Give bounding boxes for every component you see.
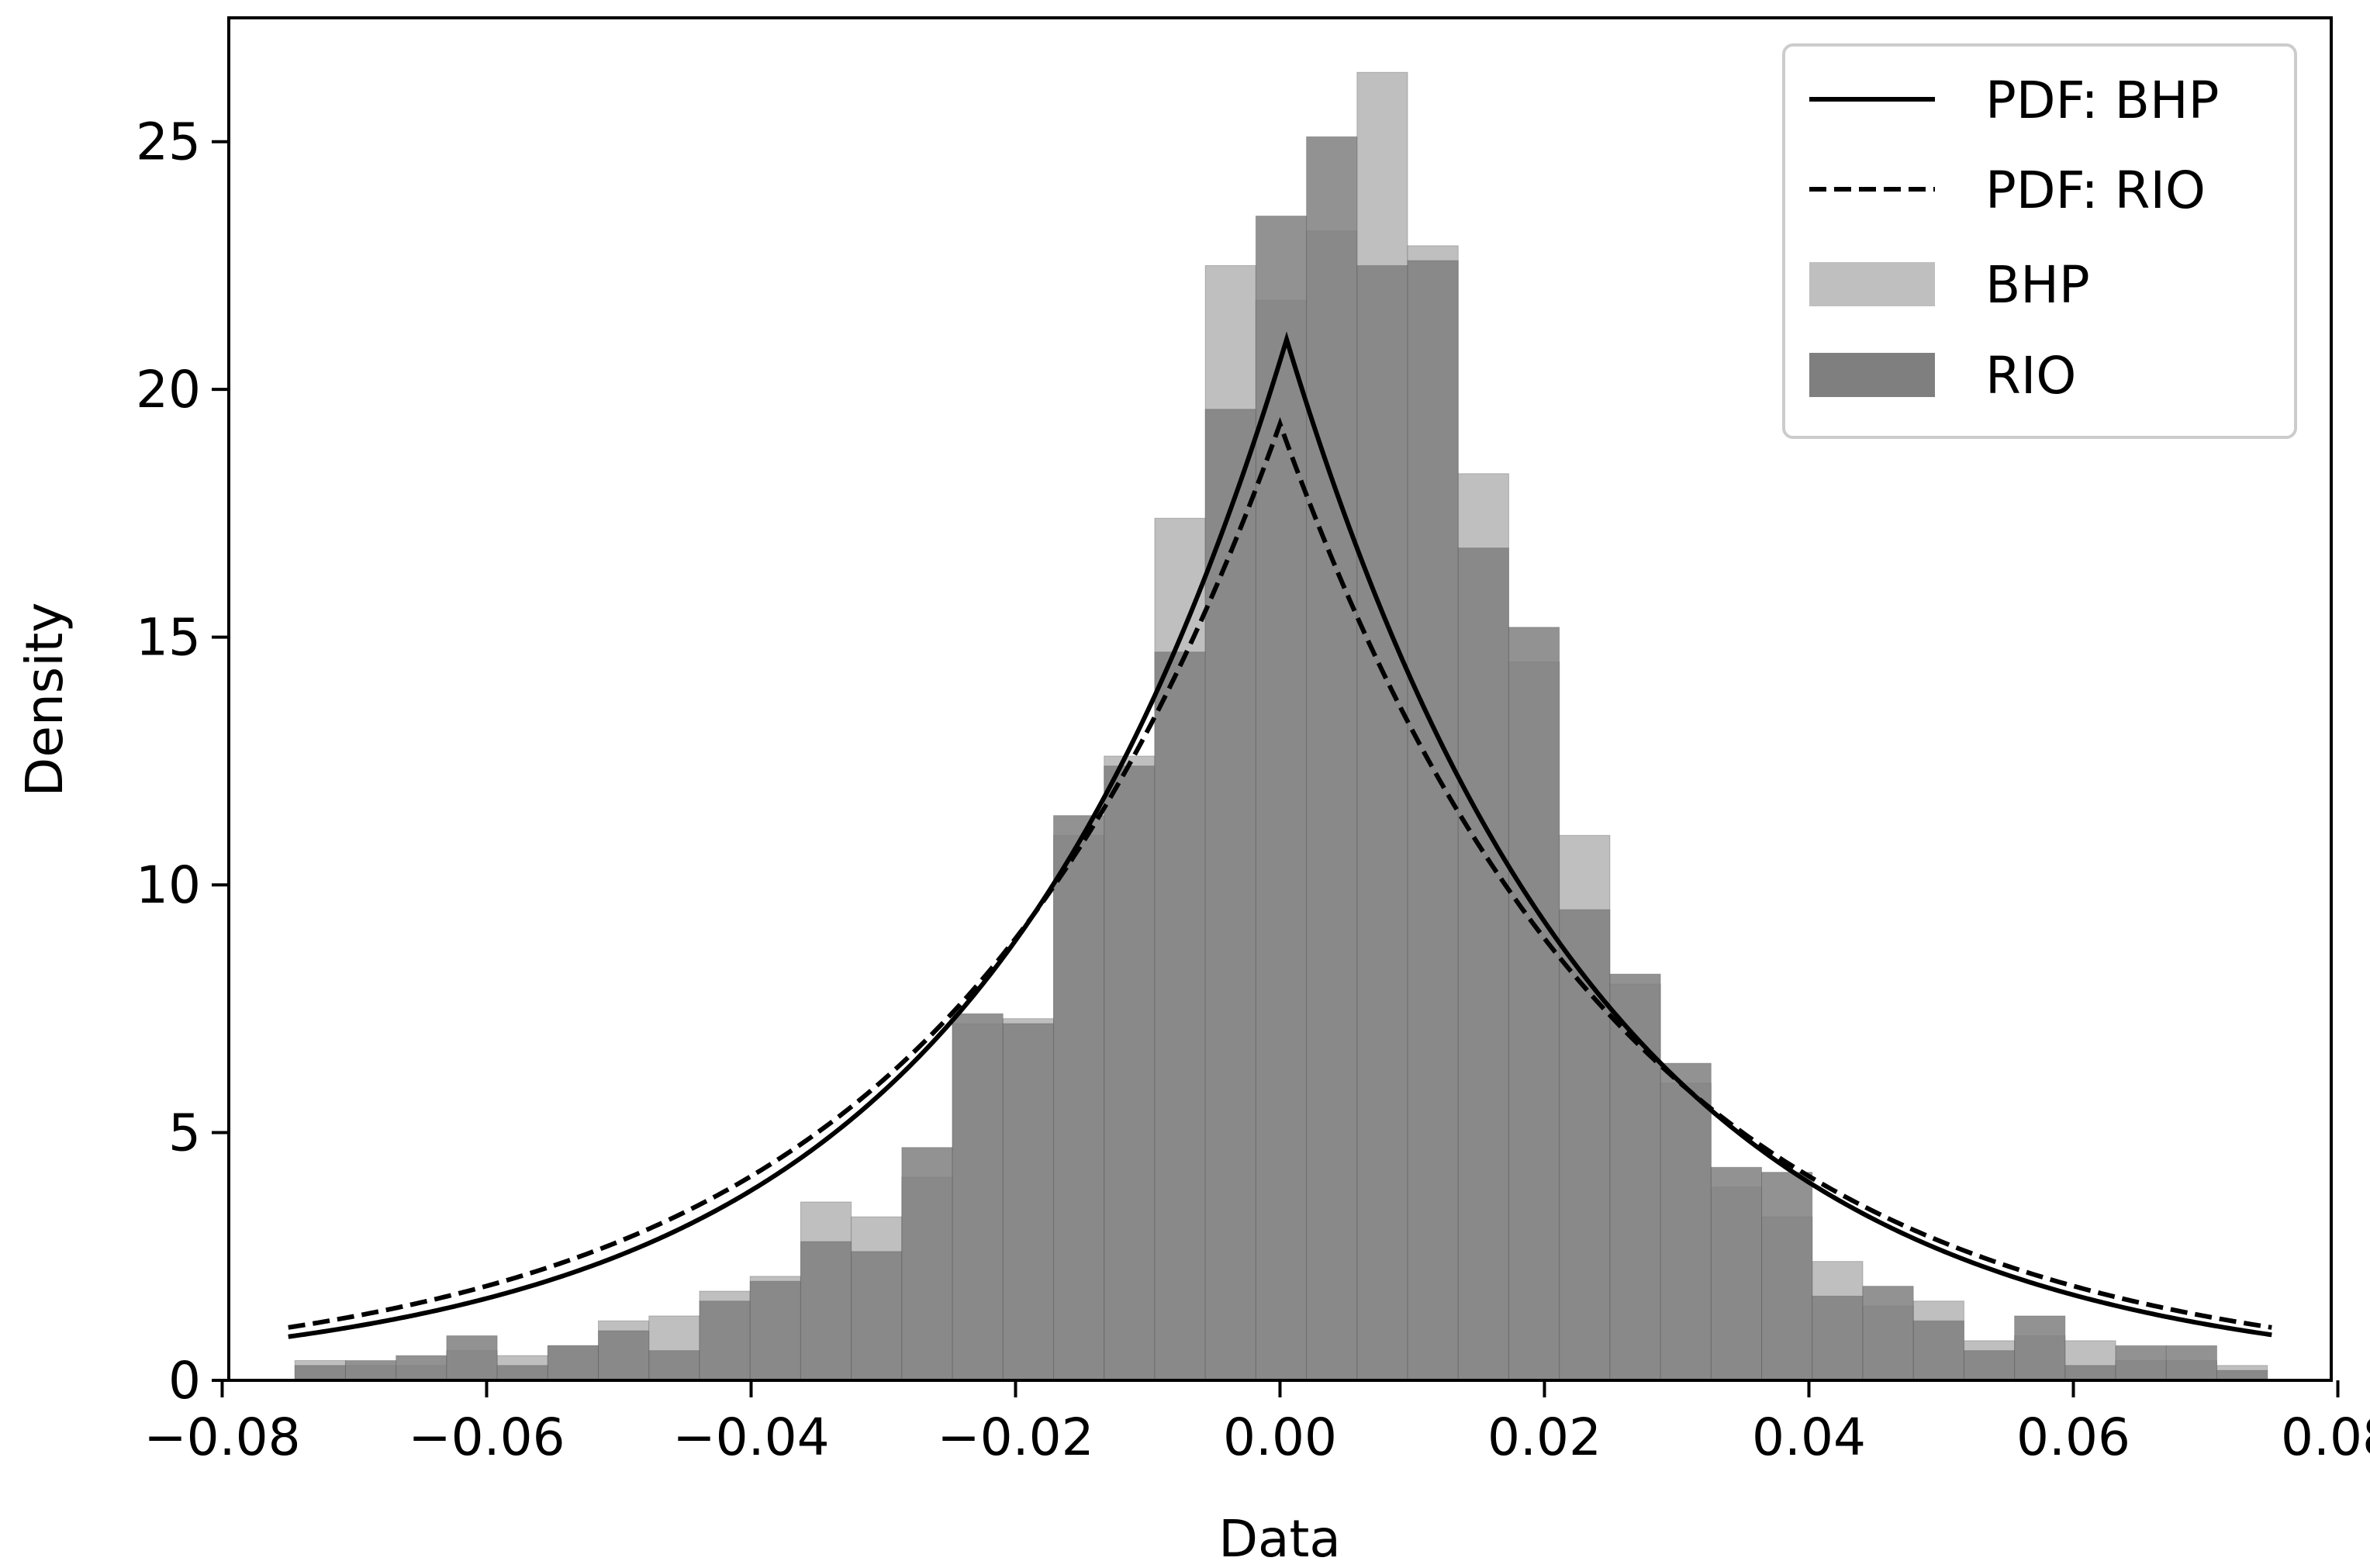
x-axis: −0.08 −0.06 −0.04 −0.02 0.00 0.02 0.04 0.06 0.08 [143,1380,2370,1467]
rio-bar [294,1365,346,1381]
y-tick-label: 20 [136,360,201,420]
x-tick-label: −0.04 [672,1407,829,1467]
y-tick-label: 0 [168,1351,201,1411]
rio-bar [1457,547,1509,1381]
y-tick-label: 25 [136,112,201,172]
legend-label-pdf-bhp: PDF: BHP [1985,71,2219,130]
x-tick-label: 0.04 [1752,1407,1866,1467]
rio-bar [1660,1062,1712,1381]
y-axis-label: Density [15,603,74,797]
rio-bar [547,1345,599,1381]
rio-bar [1306,136,1358,1381]
rio-bar [1912,1320,1964,1381]
y-tick-label: 10 [136,855,201,915]
rio-bar [1407,260,1459,1381]
rio-bar [1356,264,1408,1381]
rio-bar [699,1300,751,1381]
rio-bar [1154,651,1206,1381]
legend-label-pdf-rio: PDF: RIO [1985,161,2206,220]
rio-bar [2014,1315,2066,1381]
rio-bar [1710,1166,1763,1381]
rio-bar [901,1147,953,1381]
x-tick-label: 0.08 [2281,1407,2370,1467]
legend-box [1782,43,2297,439]
legend-bhp-patch-icon [1809,262,1935,306]
legend-label-bhp: BHP [1985,255,2090,315]
x-axis-label: Data [1218,1509,1341,1568]
rio-bar [648,1350,700,1381]
rio-bar [1862,1286,1914,1381]
rio-bar [1812,1295,1864,1381]
rio-bar [598,1330,650,1381]
legend: PDF: BHP PDF: RIO BHP RIO [1782,43,2297,439]
y-axis: 0 5 10 15 20 25 [136,112,229,1411]
x-tick-label: −0.02 [937,1407,1093,1467]
rio-bar [1761,1172,1813,1381]
legend-label-rio: RIO [1985,346,2076,406]
x-tick-label: 0.06 [2016,1407,2130,1467]
y-tick-label: 15 [136,608,201,668]
rio-bar [2165,1345,2218,1381]
rio-bar [800,1241,852,1381]
pdf-rio-line [288,416,2272,1330]
x-tick-label: 0.00 [1223,1407,1337,1467]
x-tick-label: −0.08 [143,1407,300,1467]
rio-bar [344,1359,397,1381]
rio-bar [446,1335,498,1381]
rio-bar [1104,765,1156,1381]
y-tick-label: 5 [168,1103,201,1163]
pdf-bhp-line [288,331,2272,1339]
x-tick-label: −0.06 [408,1407,565,1467]
pdf-lines [288,331,2272,1339]
rio-bar [2064,1365,2116,1381]
rio-bar [496,1365,548,1381]
rio-bar [2115,1345,2167,1381]
legend-rio-patch-icon [1809,353,1935,397]
rio-bar [851,1251,903,1381]
rio-bar [1002,1023,1055,1381]
rio-bar [1963,1350,2016,1381]
rio-bar [396,1355,447,1381]
rio-bar [952,1013,1004,1381]
rio-bar [749,1280,801,1381]
rio-bar [1255,216,1308,1381]
x-tick-label: 0.02 [1487,1407,1601,1467]
rio-bar [1053,815,1105,1381]
rio-bar [1508,627,1560,1381]
